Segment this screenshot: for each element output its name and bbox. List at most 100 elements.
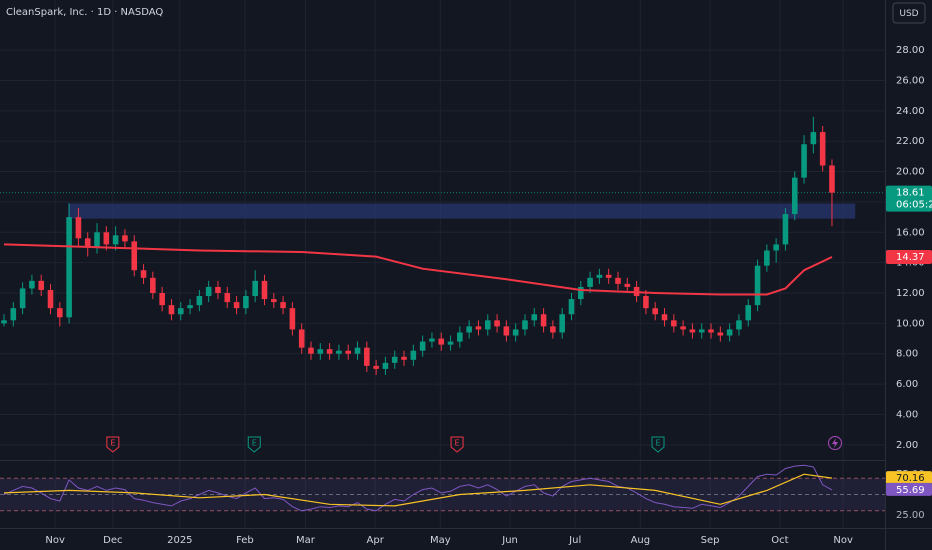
x-tick-label: Sep: [701, 535, 720, 546]
candle-body: [270, 299, 277, 303]
candle-body: [615, 277, 621, 284]
candle-body: [364, 347, 370, 366]
earnings-event-label: E: [110, 439, 115, 448]
candle-body: [726, 329, 733, 336]
candle-body: [38, 280, 45, 290]
candle-body: [773, 244, 779, 251]
x-tick-label: Feb: [236, 535, 254, 546]
candle-body: [419, 341, 426, 351]
x-tick-label: Nov: [45, 535, 65, 546]
candle-body: [810, 132, 817, 145]
x-tick-label: May: [430, 535, 451, 546]
rsi-line: [3, 464, 833, 512]
candle-body: [298, 329, 305, 348]
candle-body: [429, 338, 435, 342]
candle-body: [187, 305, 193, 309]
candle-body: [801, 144, 807, 178]
candle-body: [280, 302, 286, 309]
candle-body: [736, 320, 742, 330]
candle-body: [717, 332, 724, 336]
y-tick-label: 6.00: [896, 379, 918, 390]
candle-body: [540, 314, 547, 327]
candle-body: [391, 356, 398, 363]
y-tick-label: 28.00: [896, 45, 925, 56]
candle-body: [438, 338, 445, 345]
candle-body: [522, 320, 528, 330]
candle-body: [326, 349, 333, 354]
price-zone: [68, 203, 856, 219]
candle-body: [531, 314, 538, 321]
candle-body: [624, 283, 631, 287]
candle-body: [382, 362, 389, 369]
candle-body: [652, 308, 659, 315]
earnings-event[interactable]: E: [106, 436, 120, 453]
candle-body: [587, 277, 593, 287]
earnings-event-badge: [651, 436, 665, 453]
ma-last-label: 14.37: [896, 252, 925, 263]
candle-body: [708, 329, 714, 333]
y-tick-label: 10.00: [896, 318, 925, 329]
candle-body: [57, 308, 63, 318]
x-tick-label: Aug: [631, 535, 651, 546]
candle-body: [140, 270, 147, 278]
candle-body: [745, 305, 752, 321]
candle-body: [177, 308, 184, 315]
candle-body: [66, 217, 72, 318]
candle-body: [754, 265, 761, 306]
x-tick-label: Mar: [296, 535, 316, 546]
news-flag-ring: [828, 436, 842, 450]
candle-body: [224, 293, 231, 303]
y-tick-label: 16.00: [896, 227, 925, 238]
candle-body: [577, 286, 584, 300]
candle-body: [1, 320, 7, 324]
candle-body: [401, 356, 407, 360]
x-tick-label: 2025: [167, 535, 192, 546]
y-tick-label: 20.00: [896, 167, 925, 178]
candle-body: [112, 235, 119, 245]
candle-body: [689, 329, 696, 333]
candle-body: [698, 329, 705, 333]
y-tick-label: 26.00: [896, 75, 925, 86]
candle-body: [782, 214, 789, 245]
currency-button[interactable]: [892, 2, 926, 24]
earnings-event[interactable]: E: [651, 436, 665, 453]
candle-body: [103, 232, 110, 245]
candle-body: [317, 349, 324, 354]
last-price-label: 18.61: [896, 188, 925, 199]
earnings-event-label: E: [655, 439, 660, 448]
rsi-average: [3, 473, 833, 507]
candle-body: [243, 296, 249, 309]
x-tick-label: Jul: [568, 535, 581, 546]
rsi-average-label-box: [886, 471, 932, 485]
candle-body: [47, 289, 54, 309]
candle-body: [215, 286, 221, 294]
candle-body: [512, 329, 519, 336]
earnings-event[interactable]: E: [450, 436, 464, 453]
candle-body: [466, 326, 472, 333]
earnings-event-badge: [247, 436, 261, 453]
ma-last-label-box: [886, 250, 932, 265]
x-tick-label: Dec: [103, 535, 122, 546]
earnings-event-label: E: [252, 439, 257, 448]
candle-body: [10, 308, 17, 321]
candle-body: [447, 341, 454, 345]
chart-title: CleanSpark, Inc. · 1D · NASDAQ: [6, 7, 163, 18]
candle-body: [150, 277, 156, 294]
candle-body: [643, 296, 649, 309]
x-tick-label: Apr: [367, 535, 385, 546]
candle-body: [671, 320, 677, 327]
currency-label: USD: [899, 9, 918, 19]
earnings-event[interactable]: E: [247, 436, 261, 453]
candle-body: [159, 293, 165, 306]
candle-body: [94, 232, 100, 248]
candle-body: [84, 238, 91, 248]
x-tick-label: Jun: [501, 535, 518, 546]
candle-body: [410, 350, 417, 360]
candle-body: [503, 326, 510, 336]
candle-body: [373, 365, 379, 369]
news-flag[interactable]: [828, 436, 842, 450]
news-flag-icon: [832, 438, 838, 448]
